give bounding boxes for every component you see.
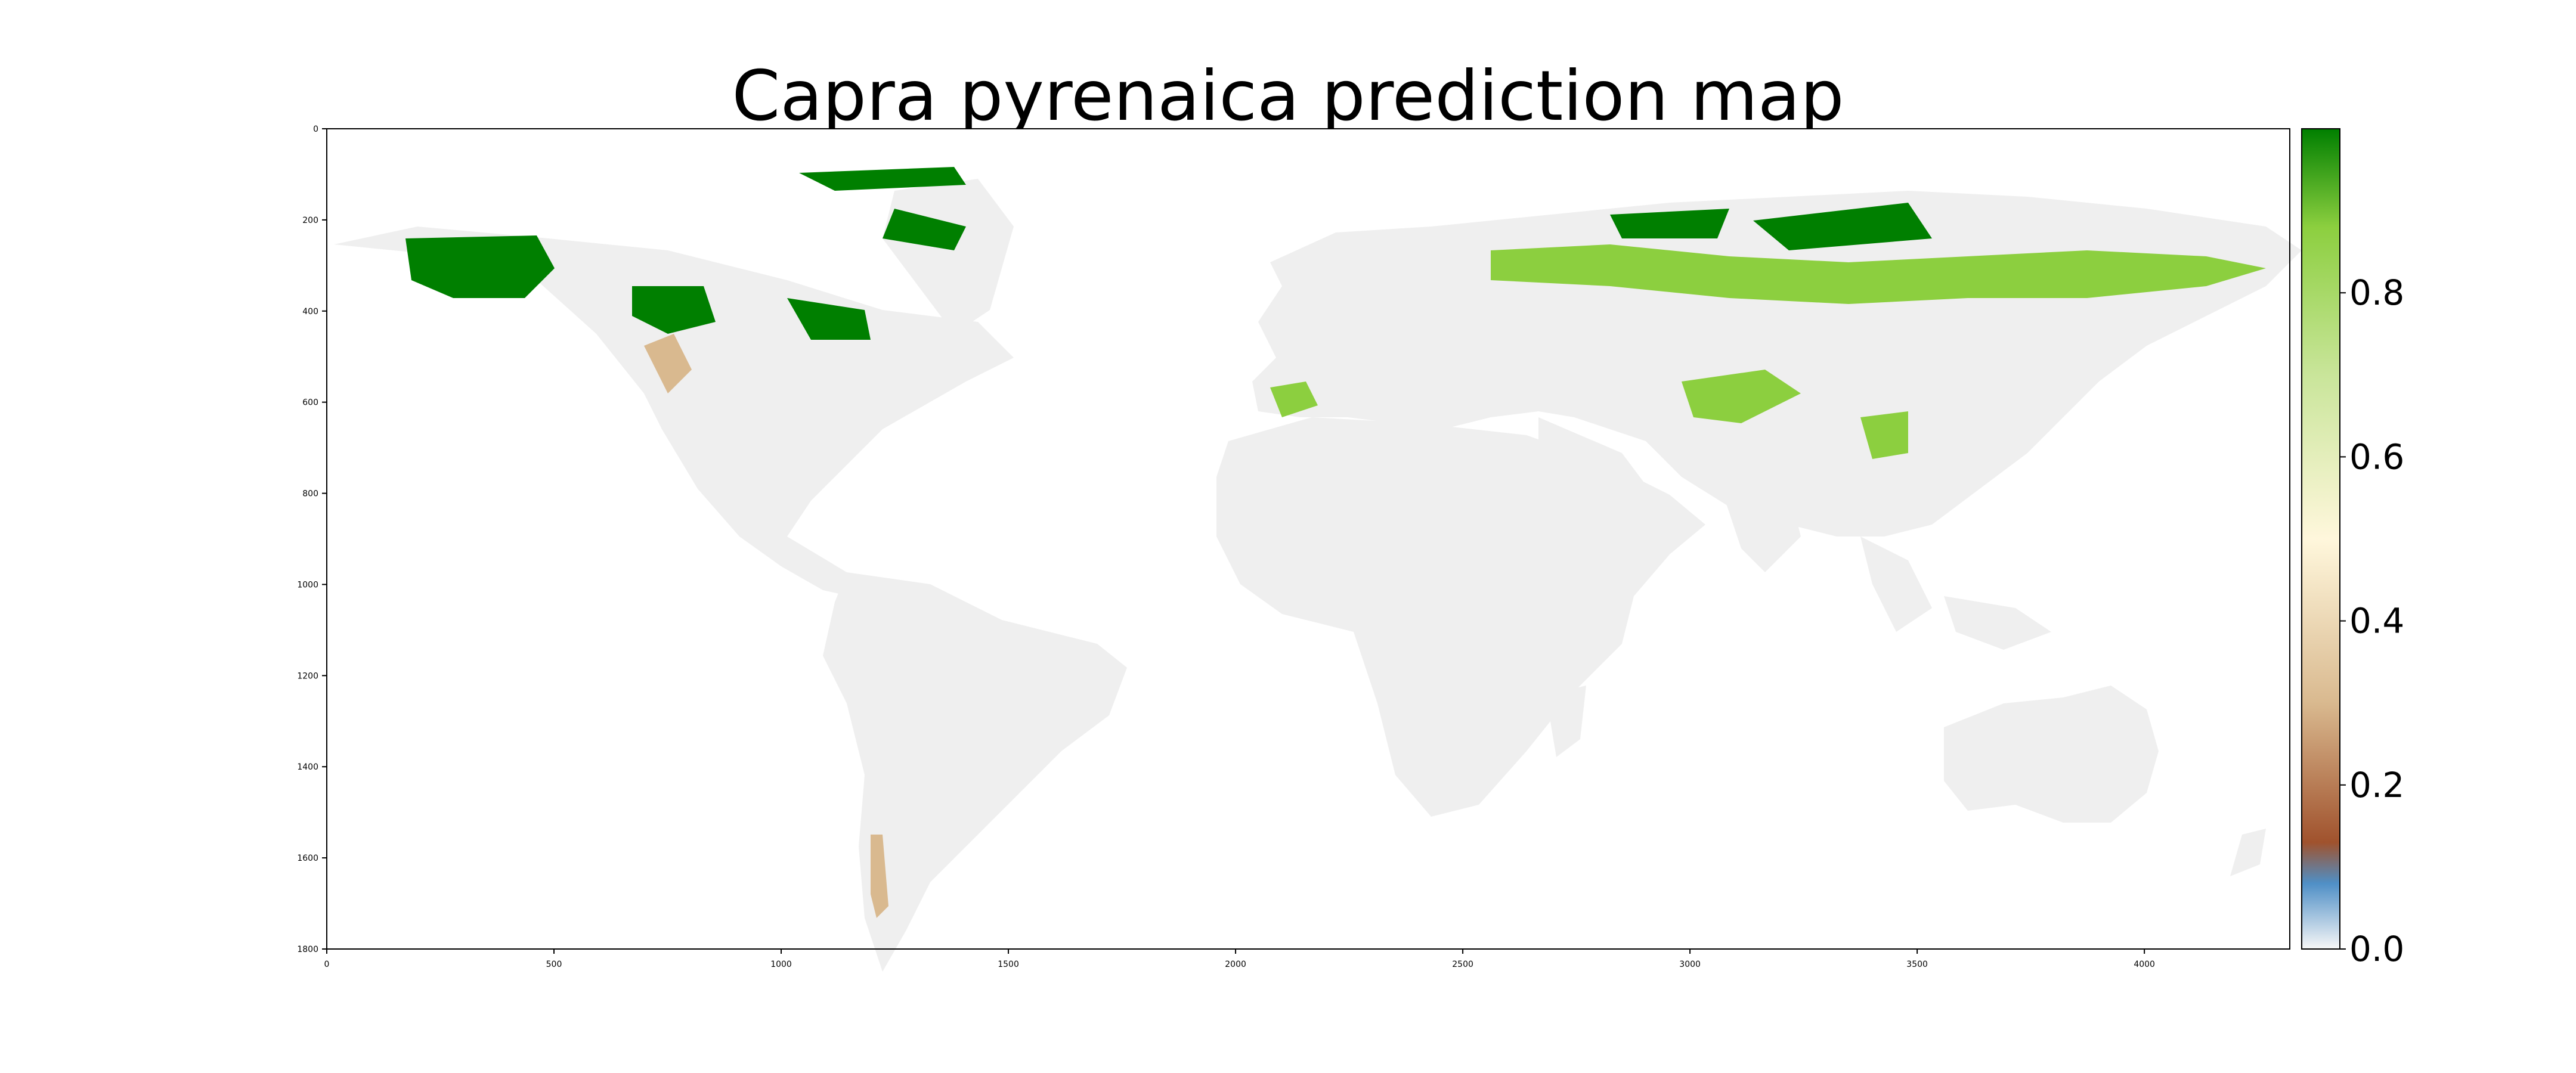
x-tick-label: 3000 <box>1679 960 1701 969</box>
africa-land <box>1216 417 1705 817</box>
map-frame <box>326 128 2290 950</box>
prediction-patch-northern-eurasia <box>1491 244 2266 304</box>
new-zealand-land <box>2230 829 2266 876</box>
south-america-land <box>823 572 1127 972</box>
prediction-patch-siberia <box>1610 203 1932 250</box>
prediction-patch-central-asia <box>1682 370 1908 459</box>
y-tick-label: 1200 <box>297 671 318 681</box>
prediction-patch-rockies <box>644 334 692 393</box>
x-tick-label: 1000 <box>770 960 792 969</box>
y-tick-label: 800 <box>302 489 318 499</box>
y-tick-label: 600 <box>302 398 318 408</box>
prediction-patch-andes <box>871 835 888 918</box>
y-tick-label: 1000 <box>297 580 318 590</box>
prediction-patch-arctic-islands <box>799 167 966 250</box>
madagascar-land <box>1550 686 1586 757</box>
colorbar-tick-label: 0.6 <box>2349 436 2404 477</box>
y-tick-label: 1800 <box>297 945 318 954</box>
y-tick-label: 1400 <box>297 762 318 772</box>
australia-land <box>1944 686 2159 823</box>
y-tick-label: 1600 <box>297 854 318 863</box>
y-tick-label: 0 <box>313 125 318 134</box>
map-title: Capra pyrenaica prediction map <box>732 56 1844 137</box>
x-tick-label: 1500 <box>998 960 1019 969</box>
prediction-patch-iberia <box>1270 382 1318 417</box>
x-tick-label: 4000 <box>2134 960 2155 969</box>
southeast-asia-land <box>1860 536 2051 650</box>
colorbar <box>2301 128 2340 950</box>
colorbar-axis: 0.0 0.2 0.4 0.6 0.8 <box>2340 272 2404 969</box>
prediction-patch-canada <box>632 286 871 340</box>
x-axis: 0 500 1000 1500 2000 2500 3000 3500 4000 <box>324 949 2155 969</box>
x-tick-label: 3500 <box>1906 960 1928 969</box>
arabia-india-land <box>1538 417 1801 572</box>
colorbar-tick-label: 0.2 <box>2349 765 2404 805</box>
prediction-patch-alaska <box>405 235 555 298</box>
x-tick-label: 0 <box>324 960 330 969</box>
y-axis: 0 200 400 600 800 1000 1200 1400 1600 1800 <box>297 125 327 954</box>
x-tick-label: 500 <box>546 960 562 969</box>
prediction-layer <box>405 167 2266 918</box>
x-tick-label: 2000 <box>1225 960 1246 969</box>
colorbar-tick-label: 0.8 <box>2349 272 2404 313</box>
y-tick-label: 200 <box>302 216 318 225</box>
colorbar-tick-label: 0.4 <box>2349 601 2404 641</box>
y-tick-label: 400 <box>302 307 318 317</box>
x-tick-label: 2500 <box>1452 960 1473 969</box>
colorbar-tick-label: 0.0 <box>2349 929 2404 969</box>
